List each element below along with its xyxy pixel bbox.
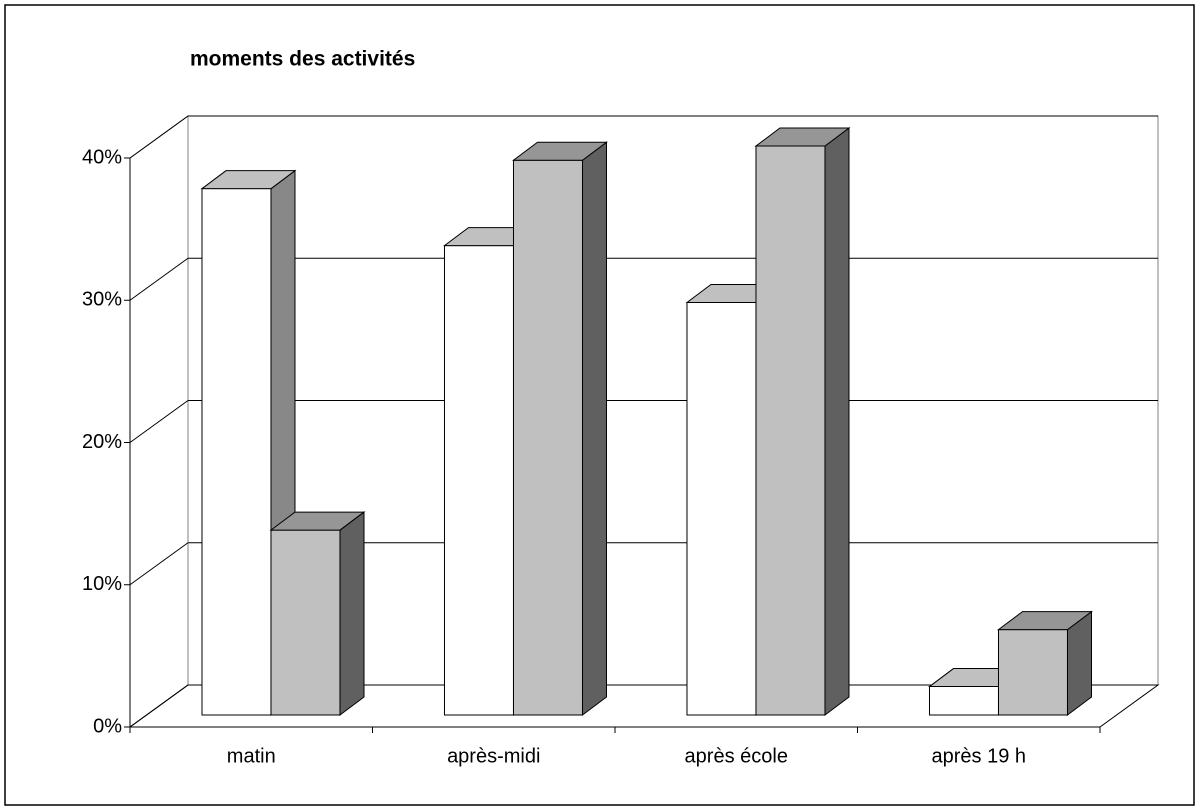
bar-top [269, 511, 366, 531]
bar-top [200, 170, 297, 190]
grid-line [129, 684, 189, 728]
bar-side [581, 141, 607, 716]
bar-front [512, 159, 583, 716]
bar-front [443, 245, 514, 716]
y-tick-label: 20% [82, 431, 122, 453]
bar [269, 511, 366, 716]
chart-title: moments des activités [190, 48, 415, 71]
y-tick-label: 30% [82, 289, 122, 311]
grid-line [129, 257, 189, 301]
bar-top [511, 141, 608, 161]
bar [754, 126, 851, 716]
bar-side [824, 126, 850, 716]
x-tick-label: après 19 h [931, 745, 1026, 767]
bar-top [996, 611, 1093, 631]
bar-front [997, 629, 1068, 716]
y-tick-label: 10% [82, 573, 122, 595]
bar-front [928, 686, 999, 716]
x-tick-label: matin [227, 745, 276, 767]
x-tick-label: après école [685, 745, 788, 767]
bar-side [339, 511, 365, 716]
grid-line [129, 542, 189, 586]
bar-front [755, 145, 826, 716]
y-tick-label: 0% [93, 715, 122, 737]
bar-front [270, 529, 341, 716]
bar-top [754, 127, 851, 147]
x-tick-label: après-midi [447, 745, 540, 767]
bar-front [686, 301, 757, 716]
y-tick-label: 40% [82, 146, 122, 168]
grid-line [129, 400, 189, 443]
bar [511, 141, 608, 716]
bar [996, 610, 1093, 716]
grid-line [129, 115, 189, 159]
bar-front [201, 188, 272, 716]
